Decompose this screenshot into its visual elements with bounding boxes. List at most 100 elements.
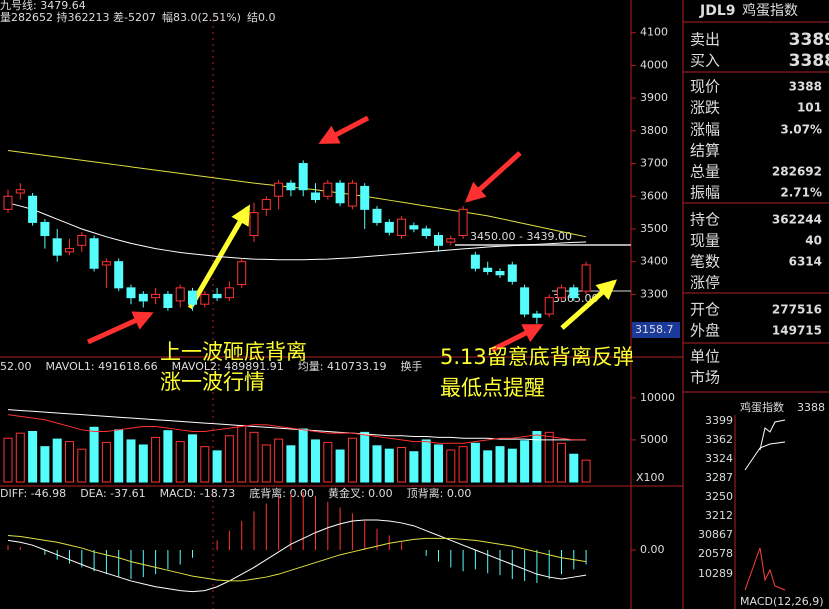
quote-value: 3389 bbox=[789, 30, 829, 50]
header-item: 幅83.0(2.51%) bbox=[162, 11, 241, 24]
candle-body bbox=[409, 225, 419, 230]
quote-label: 市场 bbox=[690, 369, 720, 387]
volume-bar bbox=[409, 451, 419, 483]
quote-label: 涨幅 bbox=[690, 121, 720, 139]
candle-body bbox=[458, 208, 468, 237]
quote-value: 277516 bbox=[772, 303, 822, 317]
candle-body bbox=[237, 261, 247, 286]
candle-body bbox=[65, 248, 74, 253]
volume-bar bbox=[311, 439, 320, 483]
volume-bar bbox=[126, 439, 136, 483]
volume-bar bbox=[237, 425, 247, 483]
symbol: JDL9 bbox=[699, 3, 736, 19]
volume-bar bbox=[175, 441, 185, 483]
indicator-label: 顶背离: 0.00 bbox=[407, 486, 472, 500]
volume-bar bbox=[347, 437, 357, 483]
y-tick-label: 3300 bbox=[640, 287, 668, 300]
volume-bar bbox=[40, 446, 50, 483]
volume-bar bbox=[323, 441, 333, 483]
candle-body bbox=[397, 218, 407, 237]
indicator-label: MAVOL1: 491618.66 bbox=[46, 360, 158, 373]
quote-value: 40 bbox=[805, 234, 822, 248]
candle-body bbox=[200, 293, 210, 305]
candle-body bbox=[151, 293, 161, 299]
quote-label: 现价 bbox=[690, 78, 720, 96]
volume-bar bbox=[114, 429, 124, 483]
candle-body bbox=[298, 163, 308, 191]
candle-body bbox=[138, 293, 148, 302]
mini-axis-label: 3362 bbox=[705, 433, 733, 446]
volume-bar bbox=[544, 431, 554, 483]
mini-axis-label: 3212 bbox=[705, 509, 733, 522]
volume-bar bbox=[224, 435, 234, 483]
mini-axis-label: 3250 bbox=[705, 490, 733, 503]
volume-bar bbox=[569, 453, 579, 483]
quote-label: 开仓 bbox=[690, 301, 720, 319]
volume-bar bbox=[397, 446, 407, 483]
quote-label: 单位 bbox=[690, 348, 720, 366]
volume-bar bbox=[188, 434, 197, 483]
quote-label: 买入 bbox=[690, 52, 720, 70]
mini-footer: MACD(12,26,9) bbox=[740, 595, 824, 608]
volume-bar bbox=[421, 439, 431, 483]
candle-body bbox=[446, 238, 456, 243]
candle-body bbox=[470, 254, 480, 269]
annotation: 最低点提醒 bbox=[440, 376, 545, 400]
candle-body bbox=[360, 185, 370, 210]
volume-bar bbox=[298, 428, 308, 483]
indicator-line bbox=[7, 414, 587, 444]
candle-body bbox=[544, 297, 554, 315]
quote-label: 结算 bbox=[690, 142, 720, 160]
volume-bar bbox=[163, 430, 173, 483]
volume-bar bbox=[434, 444, 443, 483]
volume-bar bbox=[65, 441, 74, 483]
candle-body bbox=[249, 212, 259, 237]
candle-body bbox=[114, 261, 124, 289]
mini-title: 鸡蛋指数 bbox=[740, 400, 784, 414]
y-tick-label: 3900 bbox=[640, 91, 668, 104]
indicator-label: MACD: -18.73 bbox=[160, 487, 236, 500]
y-tick-label: 4000 bbox=[640, 58, 668, 71]
quote-label: 涨跌 bbox=[690, 99, 720, 117]
candle-body bbox=[311, 192, 320, 201]
volume-bar bbox=[52, 438, 62, 483]
symbol-name: 鸡蛋指数 bbox=[742, 2, 798, 19]
y-tick-label: 4100 bbox=[640, 26, 668, 39]
candle-body bbox=[286, 182, 296, 191]
quote-value: 282692 bbox=[772, 165, 822, 179]
annotation: 上一波砸底背离 bbox=[160, 340, 307, 364]
volume-bar bbox=[557, 442, 566, 483]
candle-body bbox=[3, 195, 13, 210]
candle-body bbox=[101, 261, 111, 266]
candle-body bbox=[126, 287, 136, 299]
quote-value: 101 bbox=[797, 101, 822, 115]
volume-bar bbox=[532, 431, 542, 483]
candle-body bbox=[77, 235, 87, 246]
volume-bar bbox=[360, 431, 370, 483]
quote-value: 6314 bbox=[789, 255, 822, 269]
candle-body bbox=[175, 287, 185, 302]
price-tag-box bbox=[632, 322, 680, 338]
mini-axis-label: 10289 bbox=[698, 567, 733, 580]
volume-bar bbox=[212, 450, 222, 483]
quote-label: 持仓 bbox=[690, 211, 720, 229]
volume-bar bbox=[28, 431, 38, 483]
volume-bar bbox=[520, 440, 530, 483]
candle-body bbox=[532, 313, 542, 318]
y-tick-label: 3800 bbox=[640, 124, 668, 137]
volume-bar bbox=[77, 448, 87, 483]
volume-bar bbox=[372, 445, 382, 483]
candle-body bbox=[261, 199, 271, 210]
candle-body bbox=[274, 182, 284, 197]
unit-label: X100 bbox=[636, 471, 665, 484]
quote-label: 卖出 bbox=[690, 31, 720, 49]
y-tick-label: 3600 bbox=[640, 189, 668, 202]
mini-axis-label: 3287 bbox=[705, 471, 733, 484]
candle-body bbox=[495, 270, 505, 276]
price-tag: 3158.7 bbox=[635, 323, 674, 336]
quote-value: 362244 bbox=[772, 213, 822, 227]
indicator-label: 52.00 bbox=[0, 360, 32, 373]
price-label: 3450.00 - 3439.00 bbox=[470, 230, 572, 243]
